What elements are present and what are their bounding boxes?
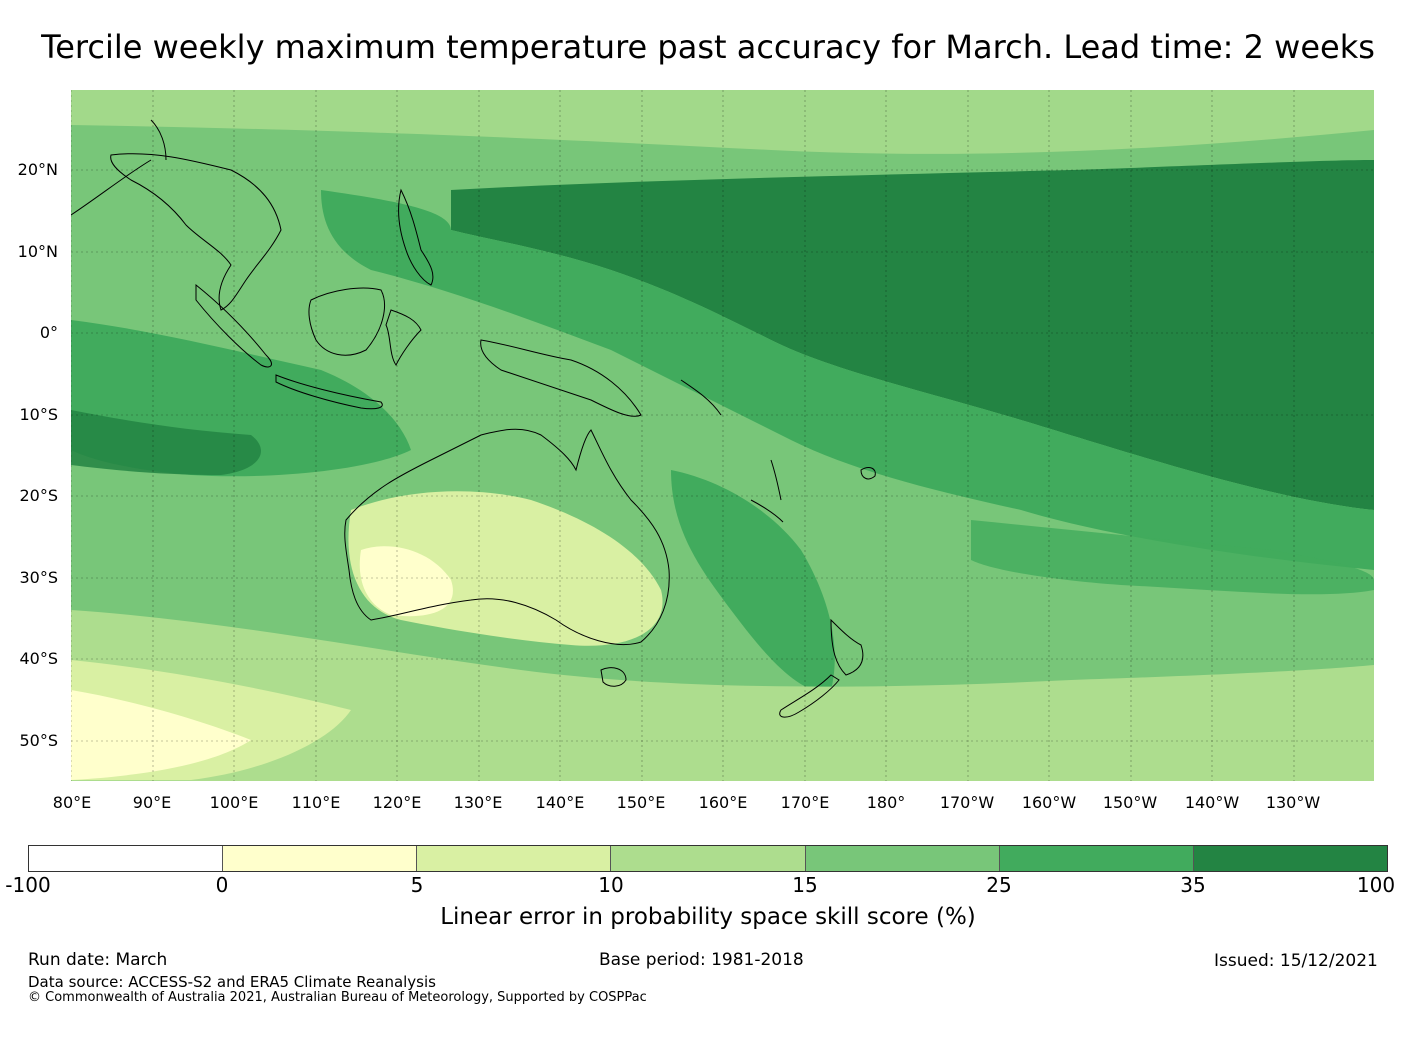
coastline-philippines bbox=[398, 188, 434, 286]
colorbar-tick: 35 bbox=[1180, 873, 1206, 897]
lon-label-120E: 120°E bbox=[372, 793, 422, 812]
lon-label-140W: 140°W bbox=[1184, 793, 1240, 812]
coastline-sumatra bbox=[195, 283, 272, 368]
lon-label-150E: 150°E bbox=[616, 793, 666, 812]
coastline-solomon-islands bbox=[680, 379, 722, 416]
coastline-new-guinea bbox=[480, 339, 642, 417]
skill-score-map bbox=[71, 90, 1374, 781]
colorbar-segment-1 bbox=[29, 846, 224, 871]
graticule bbox=[71, 90, 1374, 781]
colorbar-segment-6 bbox=[999, 846, 1194, 871]
colorbar-segment-2 bbox=[223, 846, 418, 871]
coastline-tasmania bbox=[600, 667, 627, 687]
colorbar-tick: -100 bbox=[5, 873, 51, 897]
skill-zone-equatorial-mid bbox=[321, 190, 1374, 570]
coastline-vanuatu bbox=[770, 459, 782, 501]
colorbar-tick: 5 bbox=[410, 873, 424, 897]
coastline-borneo bbox=[308, 287, 385, 356]
skill-zone-equatorial-dark bbox=[451, 160, 1374, 510]
colorbar-segment-3 bbox=[417, 846, 612, 871]
lon-label-130E: 130°E bbox=[453, 793, 503, 812]
skill-band-north bbox=[71, 90, 1374, 154]
colorbar-tick: 100 bbox=[1356, 873, 1396, 897]
skill-band-southern bbox=[71, 610, 1374, 781]
lon-label-110E: 110°E bbox=[291, 793, 341, 812]
colorbar-segment-5 bbox=[805, 846, 1000, 871]
lon-label-80E: 80°E bbox=[52, 793, 92, 812]
lat-label-50S: 50°S bbox=[19, 731, 58, 750]
colorbar-tick: 0 bbox=[215, 873, 229, 897]
lat-label-20S: 20°S bbox=[19, 486, 58, 505]
colorbar-segment-7 bbox=[1193, 846, 1387, 871]
coastline-indochina bbox=[110, 153, 282, 311]
colorbar-tick: 10 bbox=[598, 873, 624, 897]
copyright: © Commonwealth of Australia 2021, Austra… bbox=[28, 990, 647, 1005]
data-source: Data source: ACCESS-S2 and ERA5 Climate … bbox=[28, 973, 436, 991]
colorbar bbox=[28, 845, 1388, 872]
coastlines bbox=[71, 119, 876, 718]
coastline-australia bbox=[344, 428, 670, 646]
lon-label-170E: 170°E bbox=[780, 793, 830, 812]
lat-label-40S: 40°S bbox=[19, 649, 58, 668]
coastline-java bbox=[275, 374, 383, 410]
lat-label-10N: 10°N bbox=[17, 242, 58, 261]
colorbar-label: Linear error in probability space skill … bbox=[440, 904, 976, 930]
lon-label-100E: 100°E bbox=[209, 793, 259, 812]
lon-label-130W: 130°W bbox=[1265, 793, 1321, 812]
coastline-fiji bbox=[860, 467, 876, 480]
lat-label-10S: 10°S bbox=[19, 405, 58, 424]
lat-label-0: 0° bbox=[39, 323, 58, 342]
lon-label-140E: 140°E bbox=[535, 793, 585, 812]
lon-label-160E: 160°E bbox=[698, 793, 748, 812]
issued-date: Issued: 15/12/2021 bbox=[1214, 951, 1378, 971]
lon-label-180: 180° bbox=[866, 793, 906, 812]
chart-title: Tercile weekly maximum temperature past … bbox=[41, 28, 1375, 66]
coastline-south-china bbox=[71, 119, 167, 216]
colorbar-segment-4 bbox=[611, 846, 806, 871]
coastline-new-zealand-south bbox=[779, 674, 840, 718]
coastline-new-zealand-north bbox=[830, 618, 864, 676]
lon-label-160W: 160°W bbox=[1021, 793, 1077, 812]
colorbar-tick: 25 bbox=[986, 873, 1012, 897]
coastline-sulawesi bbox=[385, 309, 422, 366]
base-period: Base period: 1981-2018 bbox=[599, 950, 804, 970]
run-date: Run date: March bbox=[28, 950, 168, 970]
lat-label-20N: 20°N bbox=[17, 160, 58, 179]
lat-label-30S: 30°S bbox=[19, 568, 58, 587]
lon-label-150W: 150°W bbox=[1102, 793, 1158, 812]
skill-zone-tasman bbox=[671, 470, 835, 692]
colorbar-tick: 15 bbox=[792, 873, 818, 897]
coastline-new-caledonia bbox=[750, 499, 784, 523]
lon-label-170W: 170°W bbox=[939, 793, 995, 812]
lon-label-90E: 90°E bbox=[132, 793, 172, 812]
